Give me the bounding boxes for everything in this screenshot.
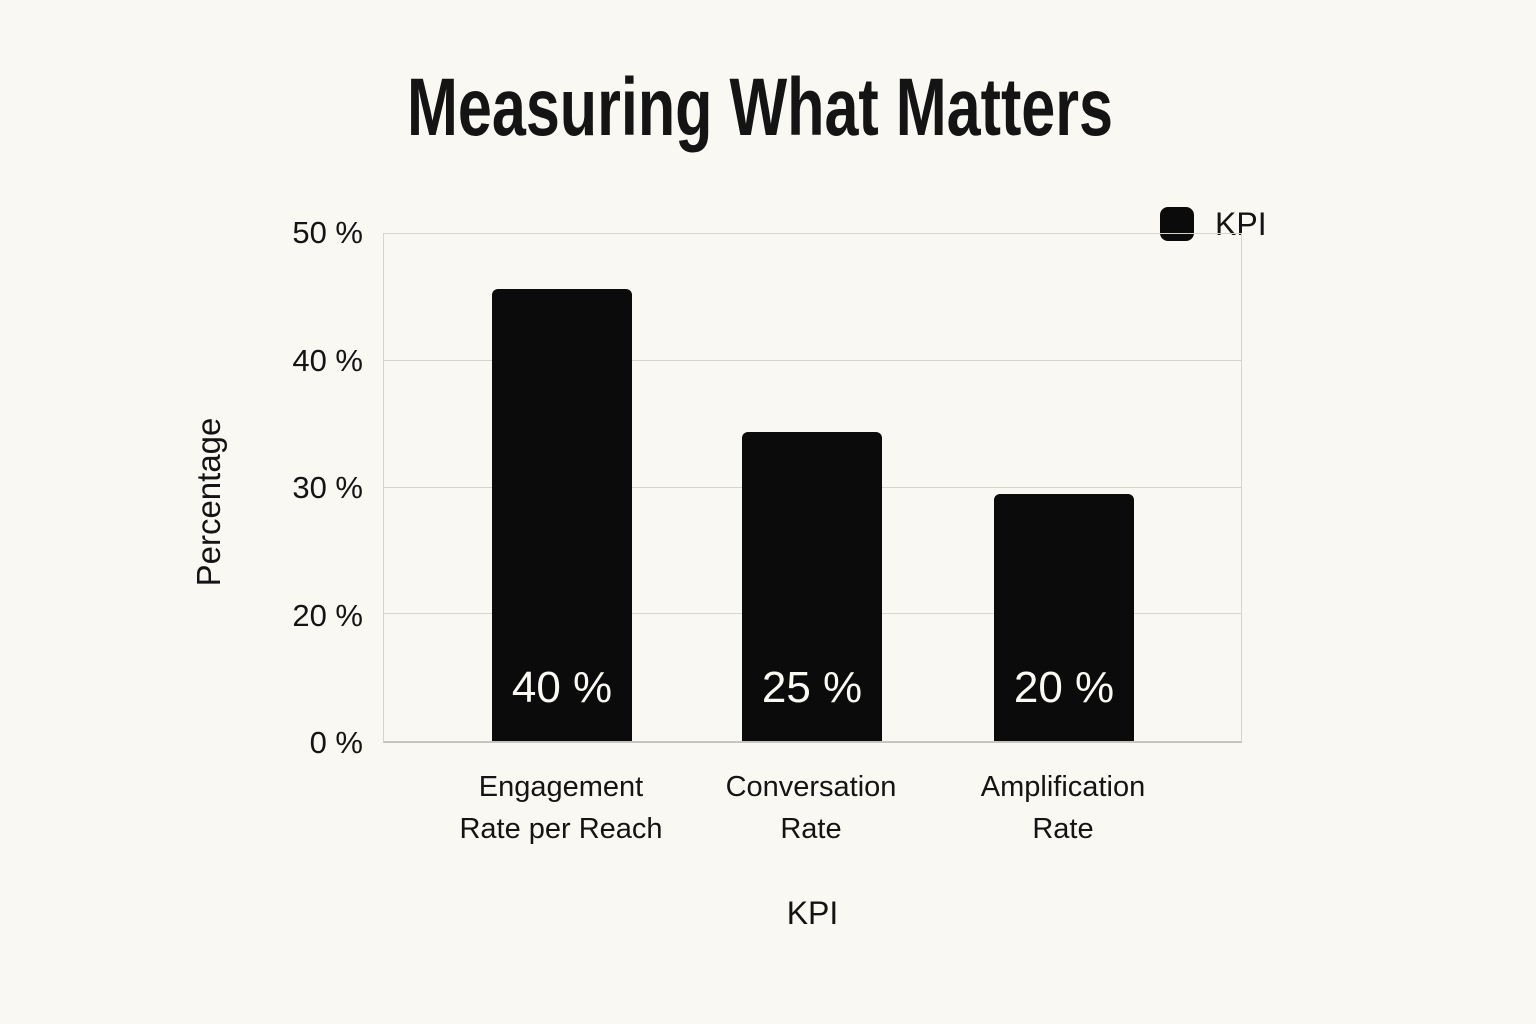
y-tick-label: 40 % <box>292 342 363 378</box>
y-tick-label: 50 % <box>292 215 363 250</box>
bar-1-engagement-rate-per-reach: 40 % <box>492 288 632 741</box>
x-axis-title: KPI <box>786 895 839 931</box>
x-tick-label-line: Rate <box>1032 813 1094 845</box>
x-tick-label: Engagement Rate per Reach <box>411 766 711 850</box>
x-tick-label-line: Engagement <box>478 771 644 803</box>
y-tick-label: 20 % <box>292 597 363 633</box>
bar-value-label: 40 % <box>511 663 613 712</box>
bar-value-label: 25 % <box>761 663 863 712</box>
legend: KPI <box>1160 207 1267 241</box>
x-tick-label: Conversation Rate <box>661 766 961 850</box>
chart-title: Measuring What Matters <box>406 62 1114 153</box>
x-tick-label-line: Amplification <box>980 771 1146 803</box>
x-tick-label-line: Rate <box>780 813 842 845</box>
x-tick-label-line: Rate per Reach <box>459 813 663 845</box>
bar-3-amplification-rate: 20 % <box>994 493 1134 741</box>
y-tick-label: 0 % <box>309 725 363 760</box>
y-tick-label: 30 % <box>292 470 363 505</box>
bar-2-conversation-rate: 25 % <box>742 431 882 741</box>
x-tick-label-line: Conversation <box>725 771 897 803</box>
legend-label: KPI <box>1215 206 1267 242</box>
gridline <box>384 359 1241 361</box>
legend-swatch-icon <box>1160 207 1194 241</box>
bar-value-label: 20 % <box>1013 663 1115 712</box>
x-tick-label: Amplification Rate <box>913 766 1213 850</box>
plot-area: 40 % 25 % 20 % <box>383 233 1242 743</box>
